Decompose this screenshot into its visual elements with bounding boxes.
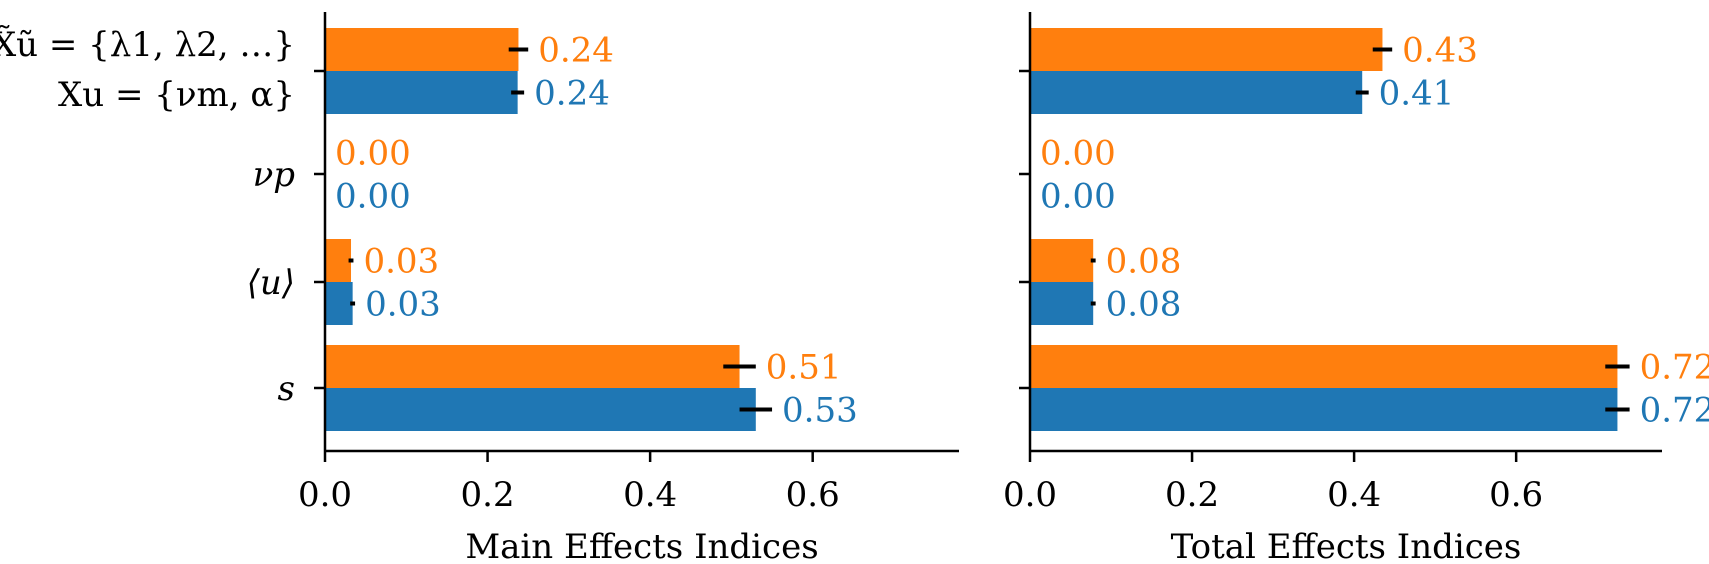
bar-orange-3 xyxy=(1030,345,1618,388)
category-label-2: ⟨u⟩ xyxy=(247,263,295,303)
bar-blue-3 xyxy=(1030,388,1618,431)
x-tick-label-2: 0.4 xyxy=(623,475,677,515)
x-tick-label-0: 0.0 xyxy=(298,475,352,515)
x-tick-label-2: 0.4 xyxy=(1327,475,1381,515)
value-label-orange-1: 0.00 xyxy=(335,134,411,174)
category-label-3: s xyxy=(278,369,295,409)
value-label-orange-0: 0.43 xyxy=(1402,31,1478,71)
bar-orange-3 xyxy=(325,345,740,388)
value-label-blue-0: 0.24 xyxy=(534,74,610,114)
value-label-orange-0: 0.24 xyxy=(538,31,614,71)
x-axis-label: Main Effects Indices xyxy=(465,527,818,564)
bar-blue-2 xyxy=(1030,282,1094,325)
x-tick-label-0: 0.0 xyxy=(1003,475,1057,515)
value-label-blue-0: 0.41 xyxy=(1379,74,1455,114)
bar-orange-2 xyxy=(325,239,352,282)
x-tick-label-1: 0.2 xyxy=(461,475,515,515)
category-label-0-line2: Xu = {νm, α} xyxy=(58,75,295,115)
value-label-orange-3: 0.51 xyxy=(766,348,842,388)
value-label-blue-3: 0.53 xyxy=(782,391,858,431)
value-label-orange-1: 0.00 xyxy=(1040,134,1116,174)
category-label-0-line1: X̃ũ = {λ1, λ2, …} xyxy=(0,25,295,65)
x-tick-label-3: 0.6 xyxy=(1489,475,1543,515)
value-label-orange-2: 0.03 xyxy=(363,242,439,282)
value-label-blue-2: 0.03 xyxy=(365,285,441,325)
bar-blue-0 xyxy=(325,71,518,114)
x-tick-label-1: 0.2 xyxy=(1165,475,1219,515)
value-label-orange-2: 0.08 xyxy=(1106,242,1182,282)
bar-orange-2 xyxy=(1030,239,1094,282)
bar-blue-0 xyxy=(1030,71,1363,114)
value-label-orange-3: 0.72 xyxy=(1640,348,1709,388)
panel-main-effects: 0.24 0.00 0.03 0.51 0.24 0.00 0.03 0.53 0.0 0.2 0.… xyxy=(0,12,959,564)
bar-blue-3 xyxy=(325,388,756,431)
bar-orange-0 xyxy=(325,28,519,71)
value-label-blue-3: 0.72 xyxy=(1640,391,1709,431)
bar-orange-0 xyxy=(1030,28,1383,71)
category-label-1: νp xyxy=(253,155,295,195)
x-tick-label-3: 0.6 xyxy=(786,475,840,515)
bar-blue-2 xyxy=(325,282,353,325)
value-label-blue-2: 0.08 xyxy=(1106,285,1182,325)
value-label-blue-1: 0.00 xyxy=(1040,177,1116,217)
panel-total-effects: 0.43 0.00 0.08 0.72 0.41 0.00 0.08 0.72 0.0 0.2 0.… xyxy=(1003,12,1709,564)
x-axis-label: Total Effects Indices xyxy=(1171,527,1522,564)
value-label-blue-1: 0.00 xyxy=(335,177,411,217)
